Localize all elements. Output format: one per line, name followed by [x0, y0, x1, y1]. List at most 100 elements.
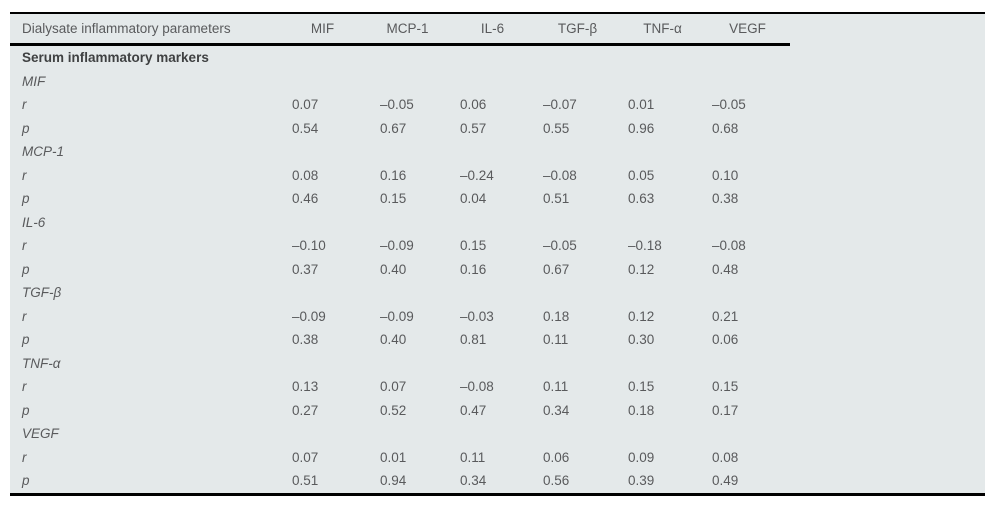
value-cell: 0.67: [380, 120, 407, 136]
stat-label: p: [22, 402, 30, 418]
value-cell: 0.54: [292, 120, 319, 136]
value-cell: 0.08: [712, 449, 739, 465]
value-cell: 0.96: [628, 120, 655, 136]
row-filler: [790, 234, 985, 258]
marker-name-row: VEGF: [10, 422, 985, 446]
value-cell: 0.01: [628, 97, 655, 113]
p-row: p 0.27 0.52 0.47 0.34 0.18 0.17: [10, 399, 985, 423]
header-label: Dialysate inflammatory parameters: [10, 13, 280, 46]
value-cell: 0.05: [628, 167, 655, 183]
marker-name: TNF-α: [22, 355, 61, 371]
stat-label: r: [22, 97, 27, 113]
row-filler: [790, 305, 985, 329]
stat-label: p: [22, 473, 30, 489]
table-header-row: Dialysate inflammatory parameters MIF MC…: [10, 13, 985, 46]
value-cell: 0.55: [543, 120, 570, 136]
value-cell: 0.10: [712, 167, 739, 183]
column-header-mcp1: MCP-1: [365, 13, 450, 46]
value-cell: 0.09: [628, 449, 655, 465]
value-cell: 0.38: [292, 332, 319, 348]
value-cell: 0.18: [543, 308, 570, 324]
value-cell: –0.24: [460, 167, 494, 183]
value-cell: 0.11: [543, 379, 569, 395]
value-cell: –0.09: [380, 238, 414, 254]
marker-name-row: IL-6: [10, 211, 985, 235]
value-cell: –0.08: [712, 238, 746, 254]
value-cell: 0.15: [628, 379, 655, 395]
stat-label: r: [22, 308, 27, 324]
p-row: p 0.54 0.67 0.57 0.55 0.96 0.68: [10, 117, 985, 141]
value-cell: 0.06: [460, 97, 487, 113]
stat-label: p: [22, 261, 30, 277]
section-header: Serum inflammatory markers: [22, 50, 209, 66]
p-row: p 0.46 0.15 0.04 0.51 0.63 0.38: [10, 187, 985, 211]
value-cell: 0.47: [460, 402, 487, 418]
p-row: p 0.51 0.94 0.34 0.56 0.39 0.49: [10, 469, 985, 494]
value-cell: 0.34: [543, 402, 570, 418]
r-row: r 0.08 0.16 –0.24 –0.08 0.05 0.10: [10, 164, 985, 188]
column-header-tnfa: TNF-α: [620, 13, 705, 46]
stat-label: r: [22, 449, 27, 465]
row-filler: [790, 328, 985, 352]
value-cell: 0.51: [543, 191, 570, 207]
value-cell: 0.21: [712, 308, 739, 324]
value-cell: 0.07: [292, 97, 319, 113]
r-row: r –0.10 –0.09 0.15 –0.05 –0.18 –0.08: [10, 234, 985, 258]
value-cell: 0.39: [628, 473, 655, 489]
correlation-table: Dialysate inflammatory parameters MIF MC…: [10, 12, 985, 496]
marker-name: TGF-β: [22, 285, 62, 301]
value-cell: 0.68: [712, 120, 739, 136]
r-row: r –0.09 –0.09 –0.03 0.18 0.12 0.21: [10, 305, 985, 329]
marker-name-row: TNF-α: [10, 352, 985, 376]
value-cell: 0.15: [380, 191, 407, 207]
column-header-vegf: VEGF: [705, 13, 790, 46]
value-cell: –0.08: [543, 167, 577, 183]
value-cell: –0.05: [543, 238, 577, 254]
row-filler: [790, 446, 985, 470]
value-cell: 0.49: [712, 473, 739, 489]
table-body: Serum inflammatory markers MIF r 0.07 –0.05 0…: [10, 45, 985, 495]
value-cell: –0.10: [292, 238, 326, 254]
value-cell: 0.40: [380, 261, 407, 277]
value-cell: 0.40: [380, 332, 407, 348]
stat-label: r: [22, 238, 27, 254]
value-cell: –0.18: [628, 238, 662, 254]
value-cell: –0.08: [460, 379, 494, 395]
stat-label: p: [22, 332, 30, 348]
row-filler: [790, 164, 985, 188]
value-cell: 0.48: [712, 261, 739, 277]
value-cell: 0.81: [460, 332, 487, 348]
r-row: r 0.07 0.01 0.11 0.06 0.09 0.08: [10, 446, 985, 470]
row-filler: [790, 469, 985, 494]
marker-name-row: TGF-β: [10, 281, 985, 305]
header-filler: [790, 13, 985, 45]
column-header-il6: IL-6: [450, 13, 535, 46]
value-cell: –0.09: [292, 308, 326, 324]
section-row: Serum inflammatory markers: [10, 45, 985, 70]
value-cell: 0.67: [543, 261, 570, 277]
row-filler: [790, 258, 985, 282]
marker-name: MCP-1: [22, 144, 65, 160]
value-cell: 0.07: [380, 379, 407, 395]
value-cell: –0.05: [380, 97, 414, 113]
r-row: r 0.13 0.07 –0.08 0.11 0.15 0.15: [10, 375, 985, 399]
value-cell: 0.38: [712, 191, 739, 207]
row-filler: [790, 117, 985, 141]
row-filler: [790, 375, 985, 399]
row-filler: [790, 399, 985, 423]
marker-name-row: MIF: [10, 70, 985, 94]
r-row: r 0.07 –0.05 0.06 –0.07 0.01 –0.05: [10, 93, 985, 117]
value-cell: 0.08: [292, 167, 319, 183]
value-cell: 0.13: [292, 379, 319, 395]
value-cell: –0.09: [380, 308, 414, 324]
value-cell: 0.18: [628, 402, 655, 418]
value-cell: –0.05: [712, 97, 746, 113]
value-cell: 0.94: [380, 473, 407, 489]
value-cell: 0.06: [543, 449, 570, 465]
marker-name: VEGF: [22, 426, 59, 442]
value-cell: 0.56: [543, 473, 570, 489]
value-cell: 0.04: [460, 191, 487, 207]
column-header-mif: MIF: [280, 13, 365, 46]
value-cell: 0.06: [712, 332, 739, 348]
value-cell: 0.52: [380, 402, 407, 418]
